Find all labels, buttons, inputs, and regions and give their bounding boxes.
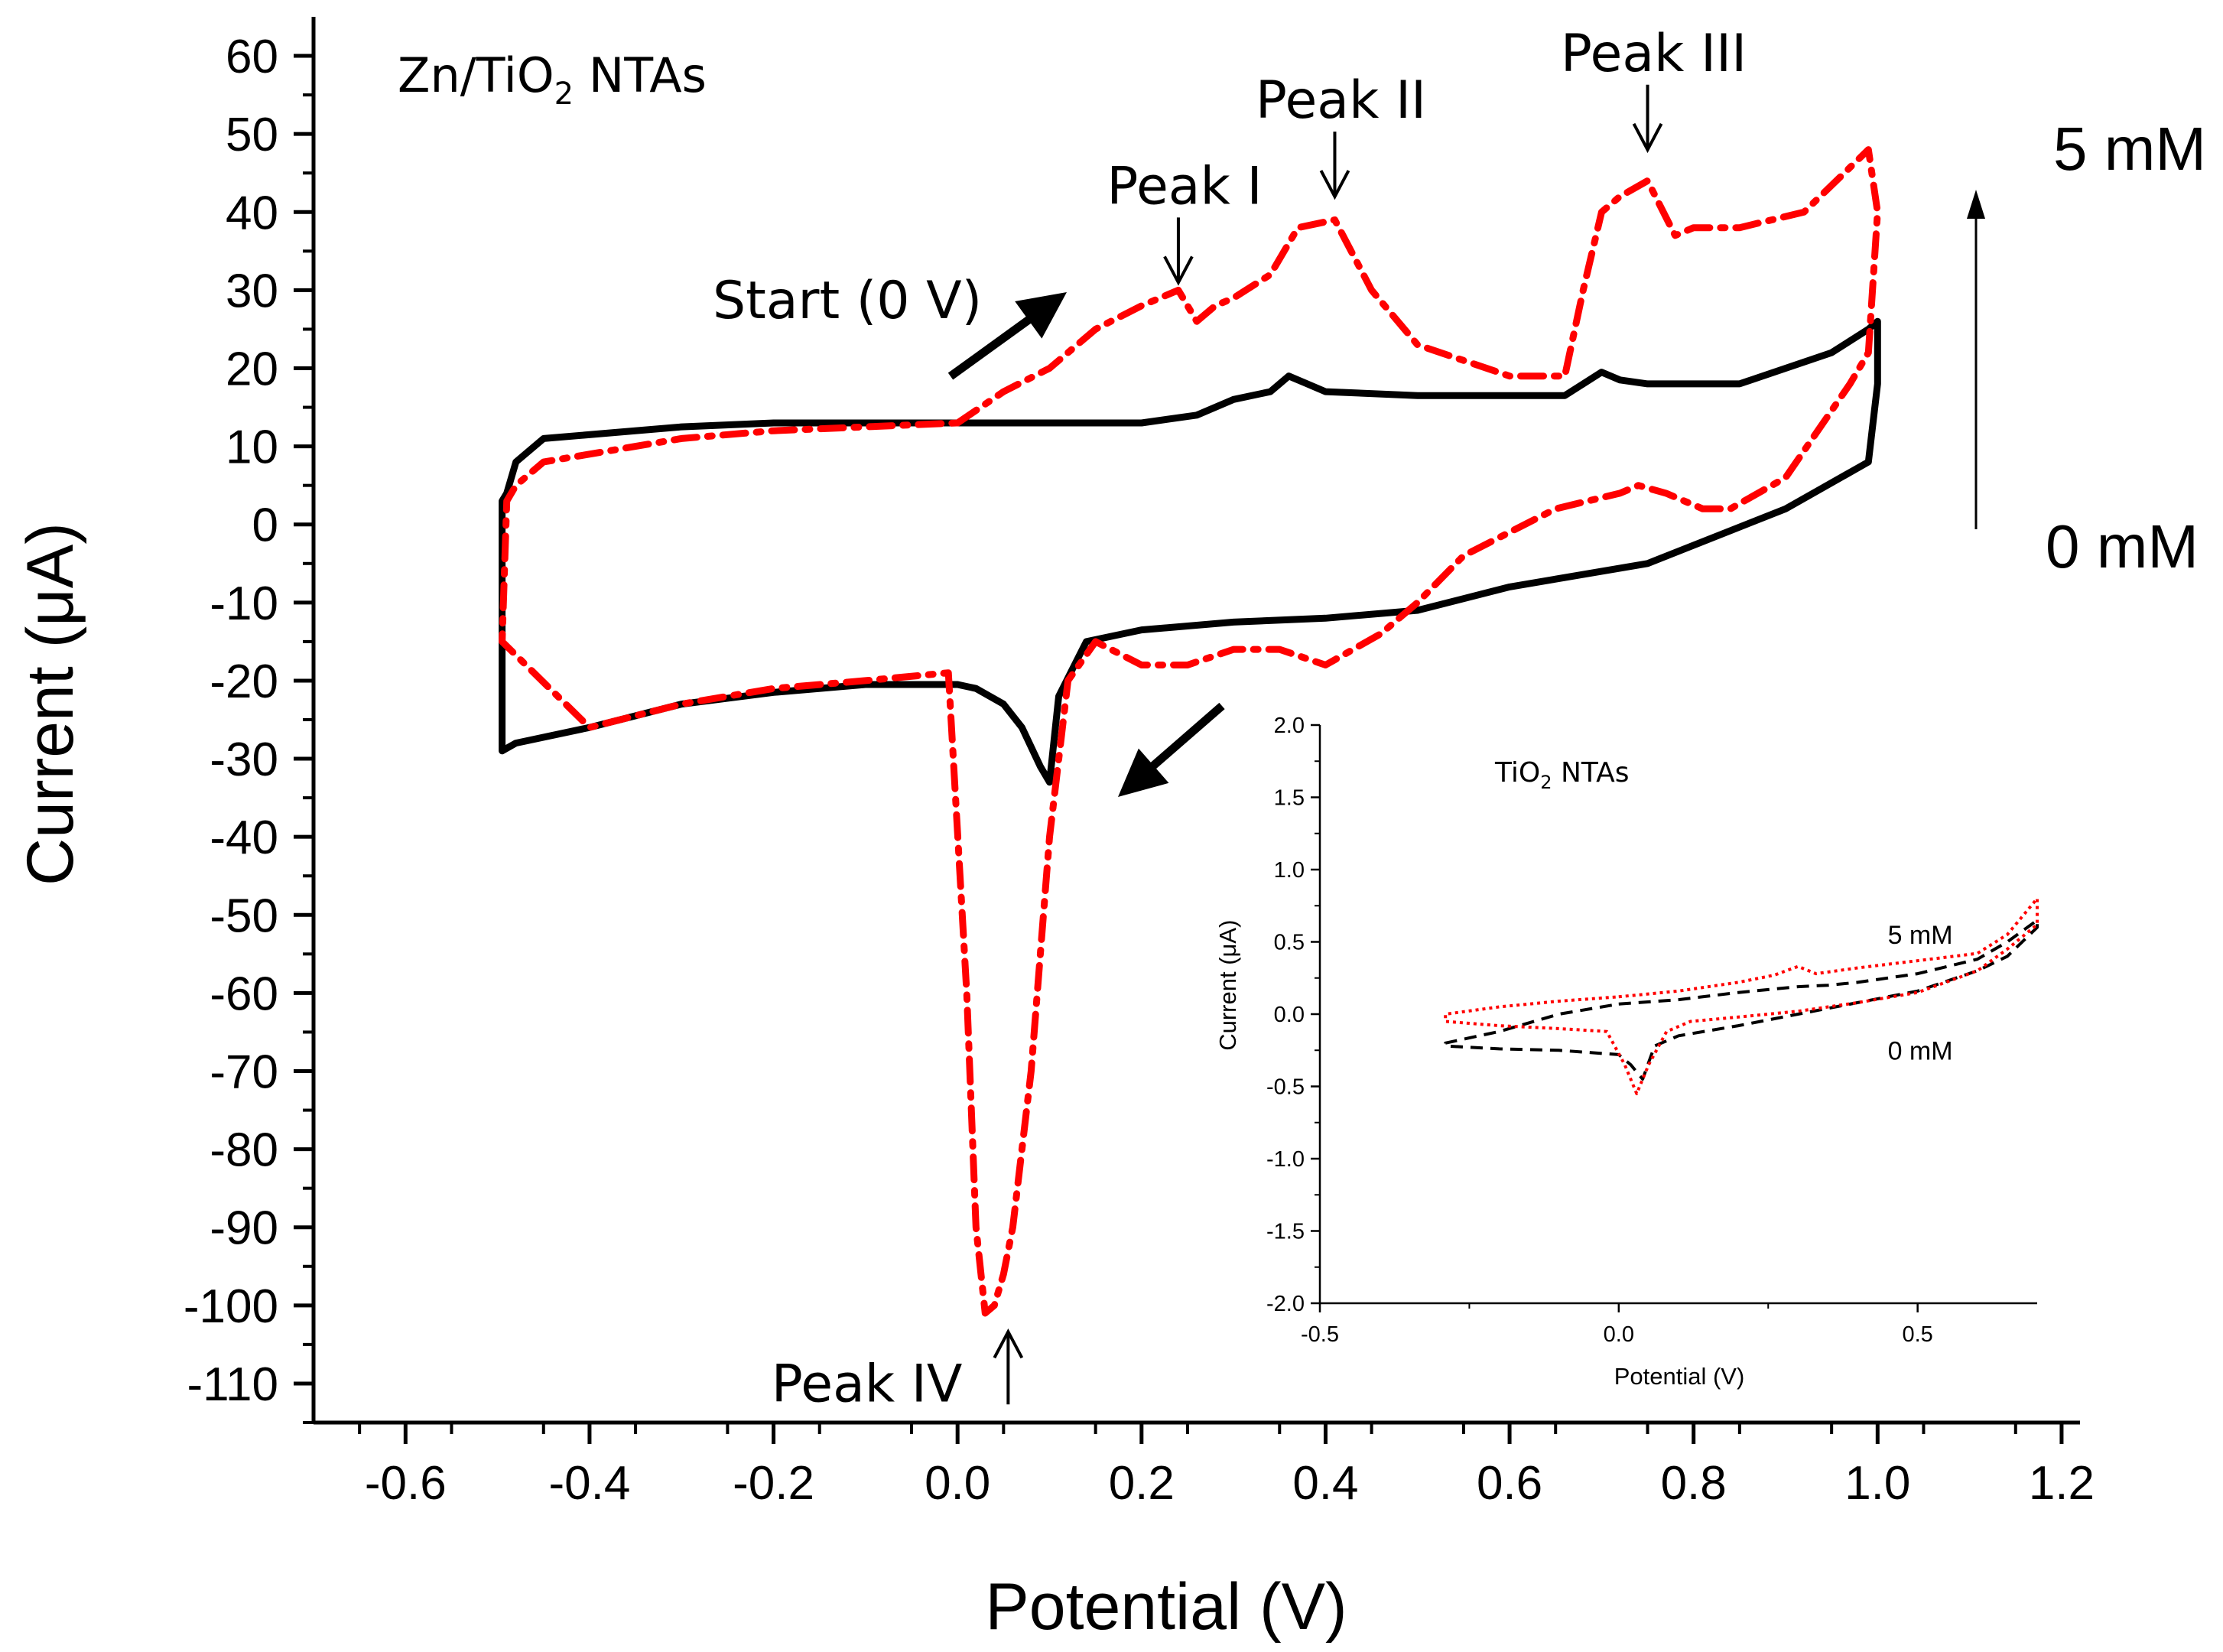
main-y-tick-label: -80 xyxy=(210,1124,278,1177)
inset-x-tick-label: 0.5 xyxy=(1903,1322,1933,1347)
main-x-tick-label: -0.2 xyxy=(733,1457,814,1510)
peak-ii-label: Peak II xyxy=(1256,70,1426,131)
concentration-indicator: 5 mM 0 mM xyxy=(1967,115,2206,580)
inset-series-label-0mm: 0 mM xyxy=(1888,1036,1953,1065)
inset-y-tick-label: 2.0 xyxy=(1274,714,1305,738)
inset-x-axis-label: Potential (V) xyxy=(1614,1363,1745,1390)
main-x-tick-label: 0.4 xyxy=(1292,1457,1358,1510)
peak-iii-label: Peak III xyxy=(1561,24,1747,84)
main-x-tick-label: -0.6 xyxy=(365,1457,447,1510)
inset-series-label-5mm: 5 mM xyxy=(1888,921,1953,950)
conc-label-0mm: 0 mM xyxy=(2046,512,2199,580)
main-x-tick-label: 1.2 xyxy=(2029,1457,2095,1510)
peak-iv-arrowhead xyxy=(993,1328,1024,1359)
forward-scan-arrow xyxy=(947,307,1045,380)
main-x-tick-label: 0.6 xyxy=(1477,1457,1542,1510)
main-y-tick-label: 40 xyxy=(226,187,278,239)
main-x-axis-label: Potential (V) xyxy=(985,1570,1347,1644)
inset-y-tick-label: 0.0 xyxy=(1274,1003,1305,1027)
start-label: Start (0 V) xyxy=(713,271,982,331)
main-series-0-mm xyxy=(499,317,1881,786)
main-y-tick-label: 60 xyxy=(226,31,278,83)
forward-scan-arrowhead xyxy=(1015,292,1067,339)
inset-y-tick-label: 1.0 xyxy=(1274,858,1305,883)
peak-iii-arrowhead xyxy=(1632,122,1663,154)
main-y-tick-label: 50 xyxy=(226,109,278,161)
main-y-tick-label: 10 xyxy=(226,421,278,474)
inset-y-axis-label: Current (μA) xyxy=(1214,920,1241,1051)
main-x-tick-label: 0.2 xyxy=(1109,1457,1175,1510)
inset-x-tick-label: -0.5 xyxy=(1301,1322,1339,1347)
inset-y-tick-label: -1.5 xyxy=(1266,1220,1305,1244)
peak-iv-label: Peak IV xyxy=(772,1354,963,1414)
inset-sample-label: TiO2 NTAs xyxy=(1494,757,1629,793)
main-y-axis-label: Current (μA) xyxy=(14,522,87,886)
main-y-tick-label: -50 xyxy=(210,889,278,942)
peak-ii-arrowhead xyxy=(1319,170,1350,200)
inset-y-tick-label: 0.5 xyxy=(1274,931,1305,955)
main-y-tick-label: -110 xyxy=(187,1358,279,1411)
reverse-scan-arrowhead xyxy=(1118,748,1169,797)
main-chart: 60 50 40 30 20 10 0 -10 -20 -30 -40 -50 -60 -70 -80 -90… xyxy=(14,17,2206,1644)
main-y-tick-label: 0 xyxy=(252,499,278,552)
peak-i-arrowhead xyxy=(1163,255,1194,286)
main-x-tick-label: 1.0 xyxy=(1844,1457,1910,1510)
main-y-tick-label: -10 xyxy=(210,577,278,630)
main-series-5-mm xyxy=(499,146,1881,1317)
main-y-tick-label: -100 xyxy=(184,1280,278,1333)
main-y-tick-label: 30 xyxy=(226,265,278,317)
inset-y-tick-label: -1.0 xyxy=(1266,1147,1305,1172)
main-y-tick-label: -70 xyxy=(210,1046,278,1099)
main-y-tick-label: -60 xyxy=(210,967,278,1020)
inset-x-tick-label: 0.0 xyxy=(1604,1322,1634,1347)
main-annotations: Peak I Peak II Peak III Peak IV Start (0 V) xyxy=(713,24,1747,1414)
inset-chart: 2.0 1.5 1.0 0.5 0.0 -0.5 -1.0 -1.5 -2.0 -0.5 0.0 0.… xyxy=(1214,714,2039,1390)
inset-series-0-mm xyxy=(1444,919,2039,1081)
main-y-tick-label: 20 xyxy=(226,343,278,396)
peak-i-label: Peak I xyxy=(1107,156,1262,216)
main-y-tick-label: -30 xyxy=(210,733,278,786)
main-y-tick-label: -40 xyxy=(210,811,278,864)
inset-y-tick-label: -2.0 xyxy=(1266,1292,1305,1316)
conc-label-5mm: 5 mM xyxy=(2053,115,2206,183)
reverse-scan-arrow xyxy=(1142,702,1225,776)
main-sample-label: Zn/TiO2 NTAs xyxy=(398,47,707,112)
inset-y-tick-label: -0.5 xyxy=(1266,1075,1305,1100)
inset-series-5-mm xyxy=(1444,896,2039,1095)
main-y-tick-label: -20 xyxy=(210,655,278,708)
main-x-tick-label: -0.4 xyxy=(549,1457,631,1510)
scan-direction-arrows xyxy=(947,292,1225,797)
main-x-tick-label: 0.0 xyxy=(925,1457,990,1510)
inset-y-tick-label: 1.5 xyxy=(1274,786,1305,811)
main-x-tick-label: 0.8 xyxy=(1661,1457,1727,1510)
concentration-arrowhead xyxy=(1967,190,1985,219)
main-y-tick-label: -90 xyxy=(210,1202,278,1255)
